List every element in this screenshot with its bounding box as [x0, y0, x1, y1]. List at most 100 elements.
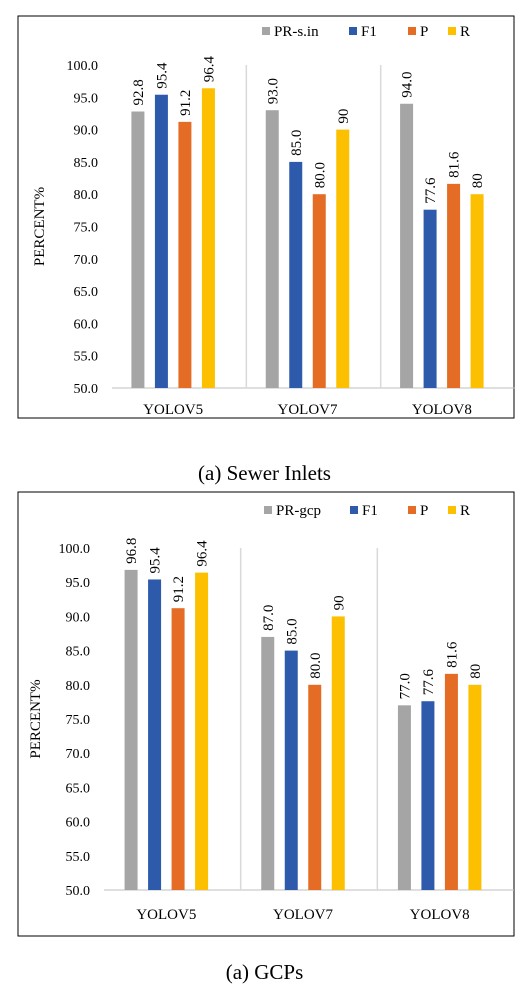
bar-f1 — [284, 650, 298, 890]
legend-label: P — [420, 24, 428, 40]
bar-data-label: 80 — [468, 664, 484, 679]
bar-data-label: 96.8 — [124, 538, 140, 564]
y-tick-label: 60.0 — [66, 816, 91, 831]
chart-panel-gcps: 50.0 55.0 60.0 65.0 70.0 75.0 80.0 85.0 90.0 95.0… — [0, 488, 529, 999]
chart-frame — [17, 491, 515, 937]
bar-data-label: 85.0 — [289, 130, 305, 156]
x-tick-label: YOLOV5 — [143, 402, 203, 418]
bar-data-label: 90 — [331, 595, 347, 610]
bar-r — [336, 129, 350, 388]
bar-f1 — [154, 94, 168, 388]
bar-data-label: 95.4 — [148, 547, 164, 574]
bar-chart-gcps: 50.0 55.0 60.0 65.0 70.0 75.0 80.0 85.0 90.0 95.0… — [17, 491, 515, 937]
bar-data-label: 80.0 — [312, 162, 328, 188]
bar-r — [201, 88, 215, 389]
y-tick-label: 80.0 — [74, 188, 99, 203]
bar-data-label: 93.0 — [265, 78, 281, 104]
bar-data-label: 91.2 — [171, 576, 187, 602]
bar-data-label: 81.6 — [444, 641, 460, 668]
bar-data-label: 80.0 — [308, 653, 324, 679]
legend-label: R — [460, 503, 470, 519]
y-tick-label: 80.0 — [66, 679, 91, 694]
y-tick-label: 95.0 — [66, 576, 91, 591]
y-axis-label: PERCENT% — [28, 679, 44, 758]
legend-swatch — [262, 27, 270, 35]
bar-p — [444, 673, 458, 890]
bar-data-label: 77.6 — [421, 668, 437, 695]
bar-data-label: 85.0 — [284, 618, 300, 644]
bar-data-label: 77.0 — [397, 673, 413, 699]
y-tick-label: 50.0 — [74, 382, 99, 397]
bar-f1 — [423, 209, 437, 388]
y-tick-label: 70.0 — [74, 253, 99, 268]
bar-f1 — [148, 579, 162, 890]
bar-f1 — [421, 701, 435, 890]
bar-p — [447, 183, 461, 388]
y-tick-label: 55.0 — [74, 350, 99, 365]
bar-data-label: 91.2 — [178, 90, 194, 116]
y-axis-label: PERCENT% — [32, 187, 48, 266]
y-tick-label: 70.0 — [66, 747, 91, 762]
y-tick-label: 60.0 — [74, 317, 99, 332]
bar-pr-gcp — [397, 705, 411, 890]
legend-swatch — [350, 506, 358, 514]
x-tick-label: YOLOV8 — [410, 907, 470, 923]
y-tick-label: 90.0 — [74, 124, 99, 139]
y-tick-label: 85.0 — [74, 156, 99, 171]
bar-pr-gcp — [124, 569, 138, 890]
legend-swatch — [349, 27, 357, 35]
legend-label: P — [420, 503, 428, 519]
x-tick-label: YOLOV7 — [273, 907, 333, 923]
x-tick-label: YOLOV7 — [278, 402, 338, 418]
y-tick-label: 85.0 — [66, 645, 91, 660]
bar-data-label: 77.6 — [423, 177, 439, 204]
legend-label: R — [460, 24, 470, 40]
y-tick-label: 50.0 — [66, 884, 91, 899]
legend-swatch — [448, 506, 456, 514]
bar-r — [468, 684, 482, 890]
bar-p — [171, 608, 185, 890]
legend-swatch — [408, 506, 416, 514]
bar-pr-s-in — [265, 110, 279, 388]
bar-data-label: 87.0 — [261, 605, 277, 631]
bar-p — [308, 684, 322, 890]
bar-f1 — [289, 161, 303, 388]
bar-pr-gcp — [261, 636, 275, 890]
y-tick-label: 65.0 — [74, 285, 99, 300]
x-tick-label: YOLOV5 — [136, 907, 196, 923]
legend-swatch — [408, 27, 416, 35]
legend-label: PR-s.in — [274, 24, 319, 40]
legend-label: PR-gcp — [276, 503, 321, 519]
bar-data-label: 90 — [336, 109, 352, 124]
bar-pr-s-in — [131, 111, 145, 389]
bar-p — [178, 121, 192, 389]
y-tick-label: 65.0 — [66, 781, 91, 796]
y-tick-label: 95.0 — [74, 91, 99, 106]
bar-data-label: 81.6 — [447, 151, 463, 178]
legend-label: F1 — [361, 24, 377, 40]
bar-data-label: 96.4 — [201, 56, 217, 83]
y-tick-label: 75.0 — [66, 713, 91, 728]
bar-r — [331, 616, 345, 890]
legend-swatch — [264, 506, 272, 514]
bar-pr-s-in — [400, 103, 414, 388]
legend-swatch — [448, 27, 456, 35]
legend-label: F1 — [362, 503, 378, 519]
y-tick-label: 90.0 — [66, 610, 91, 625]
y-tick-label: 55.0 — [66, 850, 91, 865]
chart-frame — [17, 15, 515, 419]
bar-data-label: 92.8 — [131, 79, 147, 105]
chart-panel-sewer-inlets: 50.0 55.0 60.0 65.0 70.0 75.0 80.0 85.0 90.0 95.0… — [17, 15, 515, 419]
bar-data-label: 94.0 — [400, 72, 416, 98]
y-tick-label: 75.0 — [74, 221, 99, 236]
bar-p — [312, 194, 326, 388]
bar-r — [470, 194, 484, 388]
bar-data-label: 80 — [470, 173, 486, 188]
bar-r — [195, 572, 209, 890]
y-tick-label: 100.0 — [67, 59, 99, 74]
y-tick-label: 100.0 — [59, 542, 91, 557]
x-tick-label: YOLOV8 — [412, 402, 472, 418]
bar-data-label: 96.4 — [195, 540, 211, 567]
bar-data-label: 95.4 — [154, 62, 170, 89]
chart-caption-sewer-inlets: (a) Sewer Inlets — [198, 461, 331, 485]
